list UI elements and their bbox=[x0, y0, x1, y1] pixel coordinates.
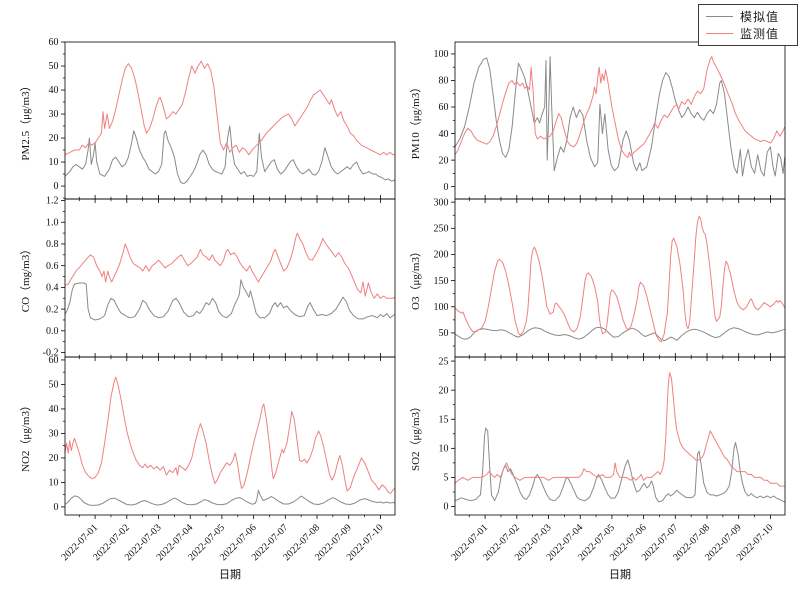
simulated-line-co bbox=[65, 279, 395, 321]
simulated-line-pm10 bbox=[455, 56, 785, 177]
y-tick-label: 250 bbox=[434, 223, 449, 234]
y-tick-label: 30 bbox=[49, 429, 59, 440]
axes-box bbox=[454, 41, 786, 200]
y-tick-label: 40 bbox=[439, 129, 449, 140]
y-tick-label: 0 bbox=[444, 502, 449, 513]
y-axis-label-so2: SO2（μg/m3） bbox=[409, 401, 422, 471]
axes-box bbox=[454, 198, 786, 358]
y-tick-label: 0 bbox=[54, 181, 59, 192]
y-tick-label: 150 bbox=[434, 276, 449, 287]
y-tick-label: 0.6 bbox=[46, 261, 59, 272]
y-axis-label-co: CO（mg/m3） bbox=[19, 244, 32, 312]
y-tick-label: 50 bbox=[49, 61, 59, 72]
panel-no2: 0102030405060NO2（μg/m3）2022-07-012022-07… bbox=[19, 353, 396, 581]
simulated-line-o3 bbox=[455, 326, 785, 342]
y-tick-label: 0 bbox=[54, 502, 59, 513]
y-tick-label: 40 bbox=[49, 85, 59, 96]
y-tick-label: 1.0 bbox=[46, 217, 59, 228]
y-tick-label: 20 bbox=[439, 155, 449, 166]
panel-pm10: 0 20 40 60 80 100 PM10（μg/m3） bbox=[409, 41, 786, 203]
legend-item-simulated: 模拟值 bbox=[706, 8, 792, 24]
panel-so2: 0510152025SO2（μg/m3）2022-07-012022-07-02… bbox=[409, 353, 786, 581]
y-tick-label: 20 bbox=[49, 133, 59, 144]
legend-item-monitored: 监测值 bbox=[706, 25, 792, 41]
axes-box bbox=[64, 356, 396, 516]
monitored-line-pm10 bbox=[455, 56, 785, 158]
y-axis-label-no2: NO2（μg/m3） bbox=[19, 400, 32, 472]
y-tick-label: 50 bbox=[439, 328, 449, 339]
y-tick-label: 20 bbox=[439, 385, 449, 396]
y-tick-label: 0.8 bbox=[46, 239, 59, 250]
y-axis-label-o3: O3（μg/m3） bbox=[409, 246, 422, 310]
monitored-line-pm25 bbox=[65, 60, 395, 156]
panel-o3: 50 100 150 200 250 300 O3（μg/m3） bbox=[409, 195, 786, 361]
monitored-line-o3 bbox=[455, 215, 785, 343]
y-tick-label: 25 bbox=[439, 356, 449, 367]
y-tick-label: 200 bbox=[434, 250, 449, 261]
monitored-line-co bbox=[65, 232, 395, 299]
simulated-line-so2 bbox=[455, 427, 785, 503]
y-tick-label: 60 bbox=[49, 37, 59, 48]
y-tick-label: 10 bbox=[49, 157, 59, 168]
y-tick-label: 300 bbox=[434, 197, 449, 208]
y-axis-label-pm25: PM2.5（μg/m3） bbox=[19, 80, 32, 160]
simulated-line-no2 bbox=[65, 489, 395, 506]
panel-pm25: 0 10 20 30 40 50 60 PM2.5（μg/m3） bbox=[19, 37, 396, 203]
y-tick-label: 1.2 bbox=[46, 196, 59, 207]
y-tick-label: 0 bbox=[444, 182, 449, 193]
y-tick-label: 80 bbox=[439, 76, 449, 87]
y-tick-label: 20 bbox=[49, 453, 59, 464]
axes-box bbox=[64, 41, 396, 200]
legend: 模拟值 监测值 bbox=[698, 4, 798, 46]
monitored-line-swatch bbox=[706, 32, 733, 34]
y-tick-label: 50 bbox=[49, 380, 59, 391]
y-tick-label: 0.4 bbox=[46, 283, 59, 294]
y-tick-label: 0.2 bbox=[46, 304, 59, 315]
legend-label-simulated: 模拟值 bbox=[740, 9, 780, 24]
y-tick-label: 10 bbox=[49, 478, 59, 489]
y-tick-label: 60 bbox=[49, 355, 59, 366]
y-tick-label: 100 bbox=[434, 49, 449, 60]
y-tick-label: -0.2 bbox=[43, 348, 59, 359]
axes-box bbox=[454, 356, 786, 516]
y-tick-label: 30 bbox=[49, 109, 59, 120]
y-axis-label-pm10: PM10（μg/m3） bbox=[409, 82, 422, 159]
simulated-line-pm25 bbox=[65, 125, 395, 185]
axes-box bbox=[64, 198, 396, 358]
simulated-line-swatch bbox=[706, 15, 733, 17]
y-tick-label: 40 bbox=[49, 404, 59, 415]
y-tick-label: 0.0 bbox=[46, 326, 59, 337]
y-tick-label: 5 bbox=[444, 473, 449, 484]
monitored-line-so2 bbox=[455, 372, 785, 487]
y-tick-label: 10 bbox=[439, 444, 449, 455]
x-axis-label: 日期 bbox=[609, 568, 631, 581]
panel-co: -0.2 0.0 0.2 0.4 0.6 0.8 1.0 1.2 CO（mg/m3） bbox=[19, 195, 396, 361]
y-tick-label: 60 bbox=[439, 102, 449, 113]
legend-label-monitored: 监测值 bbox=[740, 26, 780, 41]
x-axis-label: 日期 bbox=[219, 568, 241, 581]
y-tick-label: 100 bbox=[434, 302, 449, 313]
y-tick-label: 15 bbox=[439, 414, 449, 425]
monitored-line-no2 bbox=[65, 376, 395, 494]
